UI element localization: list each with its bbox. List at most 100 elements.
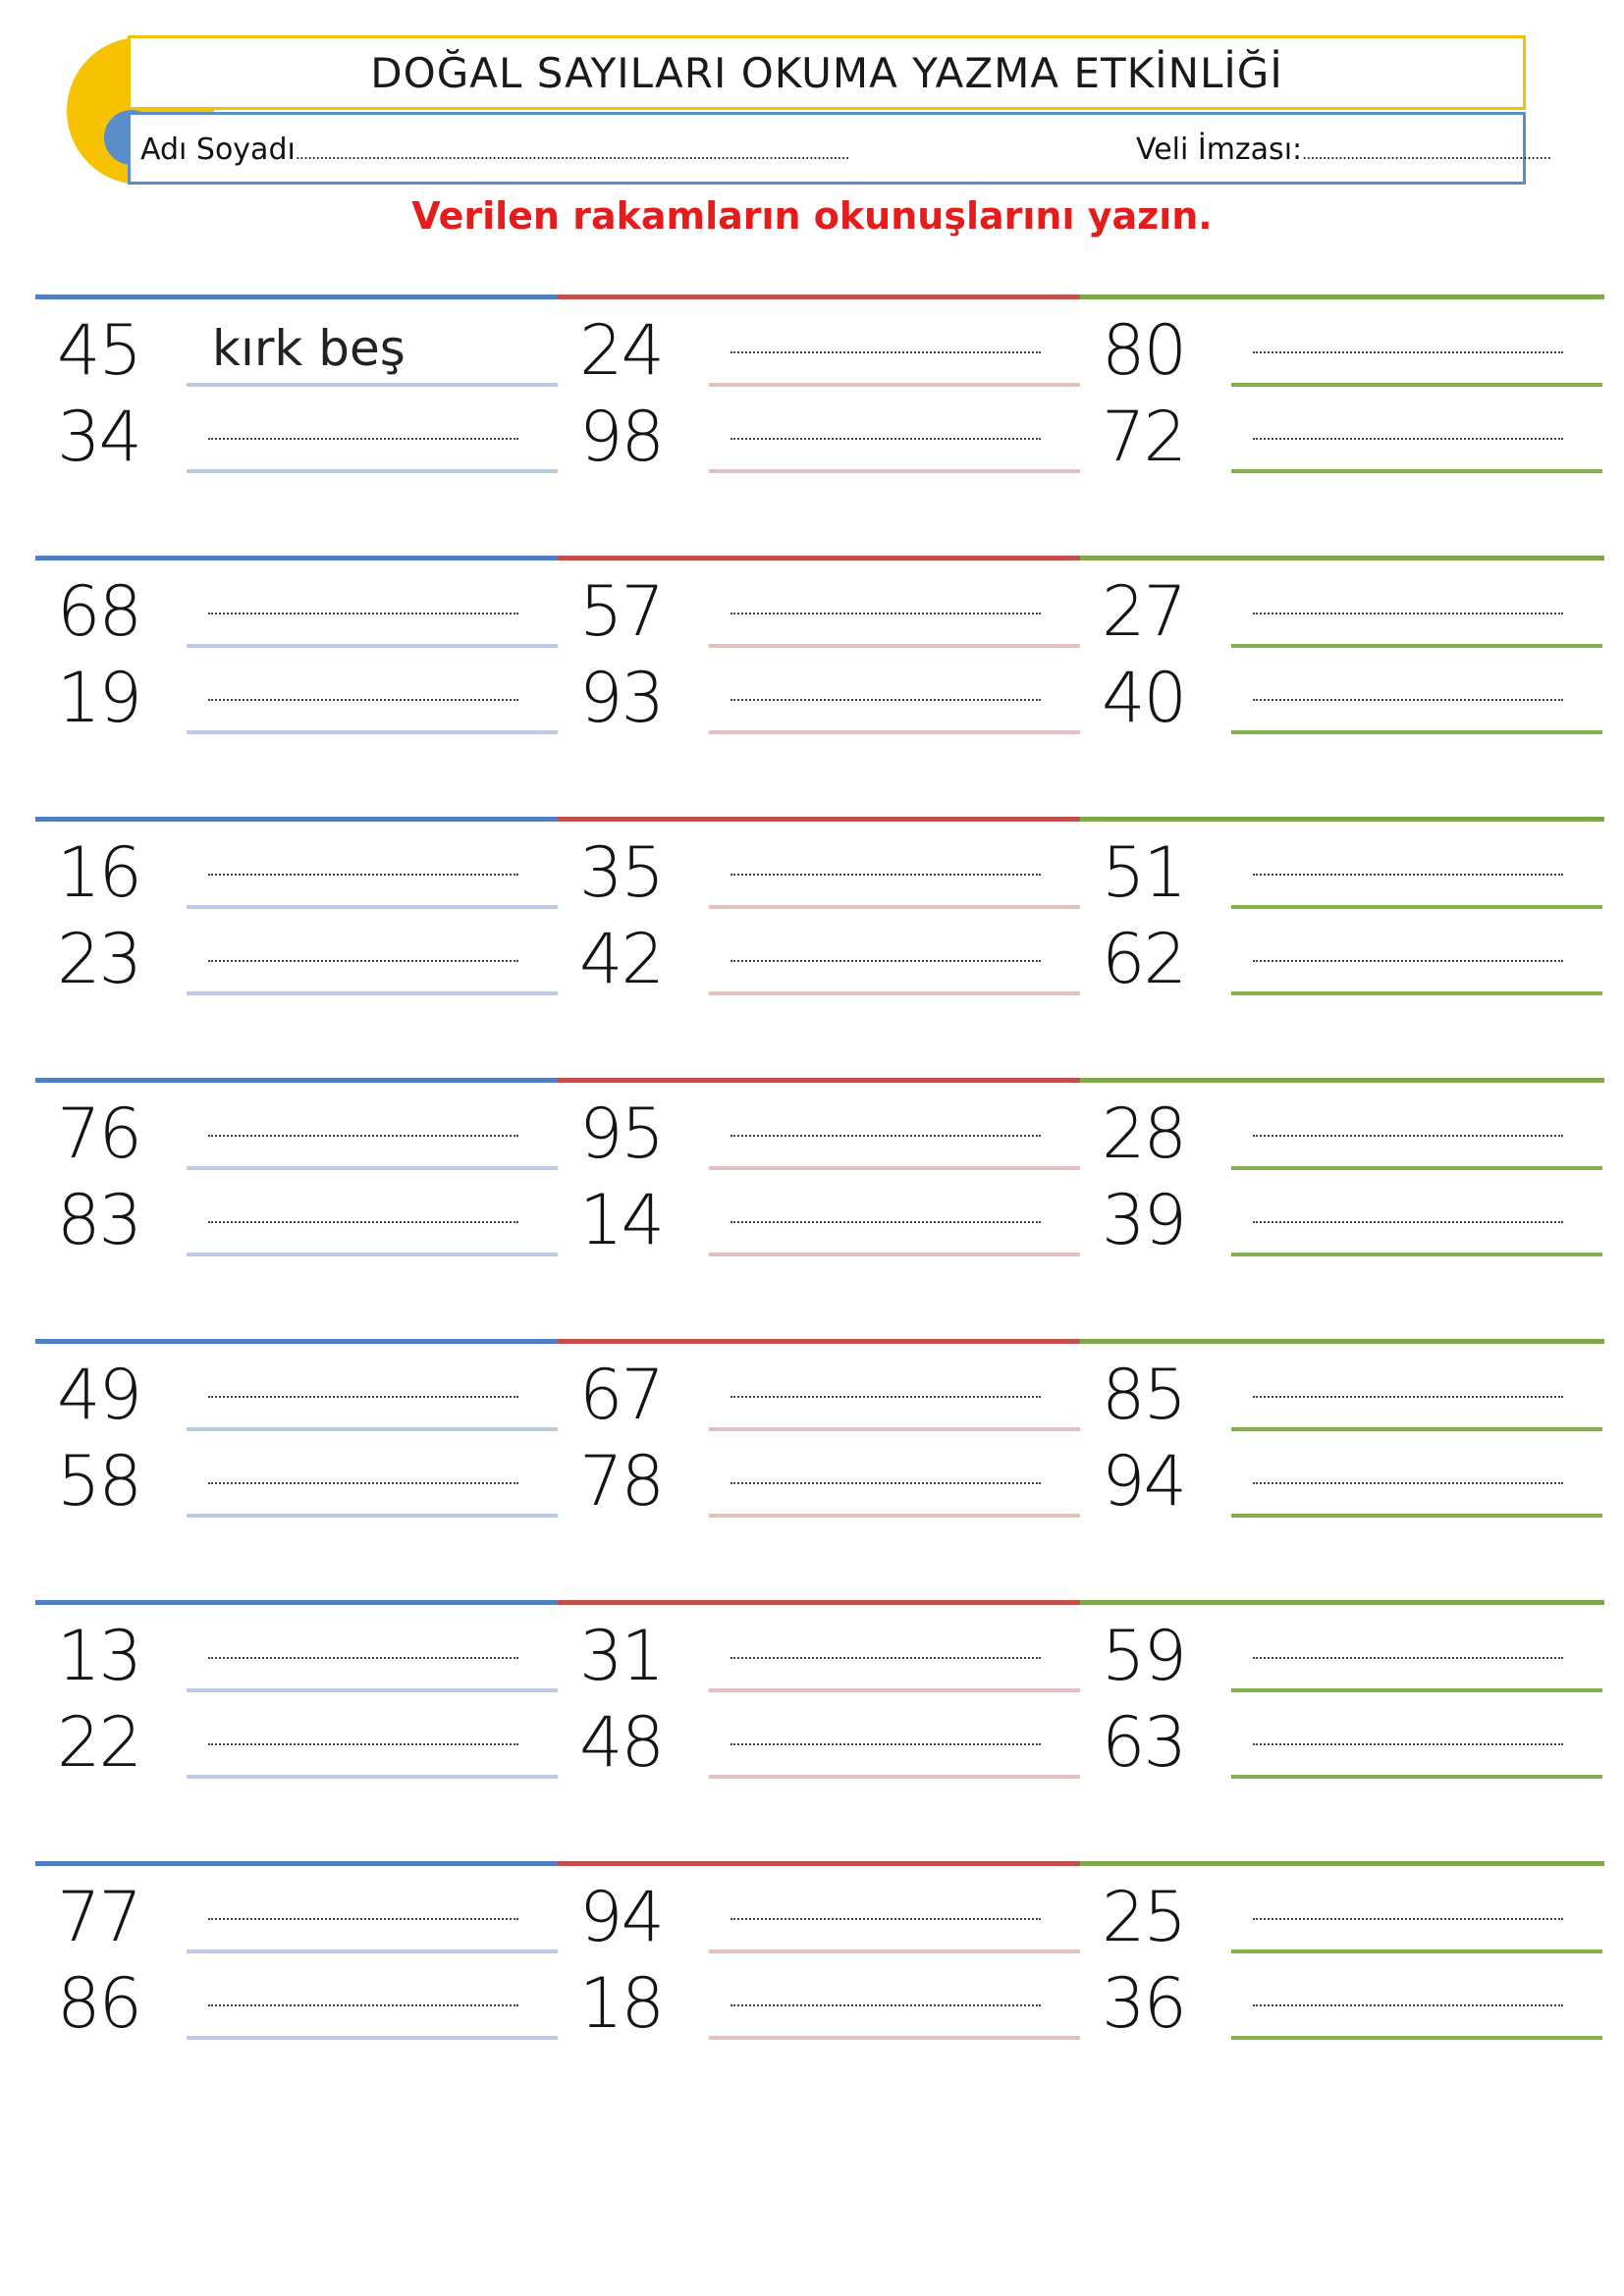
answer-dotted-line[interactable]	[731, 1918, 1041, 1920]
answer-dotted-line[interactable]	[208, 1657, 518, 1659]
answer-dotted-line[interactable]	[1253, 1918, 1563, 1920]
student-info-bar: Adı Soyadı..............................…	[128, 112, 1551, 185]
answer-dotted-line[interactable]	[1253, 699, 1563, 701]
answer-dotted-line[interactable]	[731, 351, 1041, 353]
column-divider-bar	[35, 1600, 558, 1605]
exercise-item: 35	[558, 823, 1080, 913]
answer-dotted-line[interactable]	[1253, 2004, 1563, 2006]
exercise-item: 27	[1080, 561, 1602, 652]
answer-underline	[187, 644, 558, 648]
exercise-item: 42	[558, 909, 1080, 999]
exercise-item: 93	[558, 648, 1080, 738]
number-label: 78	[579, 1441, 665, 1522]
answer-underline	[187, 1427, 558, 1431]
answer-dotted-line[interactable]	[208, 1135, 518, 1137]
exercise-item: 16	[35, 823, 558, 913]
answer-dotted-line[interactable]	[1253, 874, 1563, 876]
answer-dotted-line[interactable]	[731, 2004, 1041, 2006]
column-divider-bar	[35, 1339, 558, 1344]
answer-underline	[187, 1949, 558, 1953]
column-divider-bar	[1080, 817, 1604, 822]
answer-dotted-line[interactable]	[208, 1221, 518, 1223]
exercise-item: 40	[1080, 648, 1602, 738]
answer-underline	[187, 1166, 558, 1170]
exercise-item: 67	[558, 1345, 1080, 1435]
answer-dotted-line[interactable]	[731, 874, 1041, 876]
exercise-item: 28	[1080, 1084, 1602, 1174]
number-label: 45	[57, 310, 142, 391]
answer-dotted-line[interactable]	[208, 699, 518, 701]
exercise-item: 86	[35, 1953, 558, 2044]
answer-dotted-line[interactable]	[1253, 1221, 1563, 1223]
answer-underline	[1231, 2036, 1602, 2040]
answer-dotted-line[interactable]	[731, 613, 1041, 614]
answer-dotted-line[interactable]	[731, 1135, 1041, 1137]
number-label: 13	[57, 1616, 142, 1696]
answer-underline	[187, 2036, 558, 2040]
answer-dotted-line[interactable]	[731, 1221, 1041, 1223]
answer-dotted-line[interactable]	[208, 1918, 518, 1920]
exercise-item: 23	[35, 909, 558, 999]
column-divider-bar	[35, 556, 558, 561]
exercise-group: 77 86 94 18 25 36	[35, 1861, 1606, 2057]
exercise-item: 68	[35, 561, 558, 652]
answer-underline	[709, 730, 1080, 734]
answer-dotted-line[interactable]	[731, 1482, 1041, 1484]
answer-dotted-line[interactable]	[208, 960, 518, 962]
exercise-item: 24	[558, 300, 1080, 391]
number-label: 58	[57, 1441, 142, 1522]
answer-dotted-line[interactable]	[1253, 613, 1563, 614]
answer-text[interactable]: kırk beş	[212, 320, 406, 377]
number-label: 28	[1102, 1094, 1187, 1174]
column-divider-bar	[1080, 294, 1604, 299]
number-label: 51	[1102, 832, 1187, 913]
name-field[interactable]: Adı Soyadı..............................…	[140, 133, 850, 167]
answer-dotted-line[interactable]	[1253, 1135, 1563, 1137]
answer-dotted-line[interactable]	[1253, 1743, 1563, 1745]
answer-dotted-line[interactable]	[1253, 351, 1563, 353]
number-label: 59	[1102, 1616, 1187, 1696]
exercise-item: 18	[558, 1953, 1080, 2044]
answer-dotted-line[interactable]	[731, 1657, 1041, 1659]
answer-dotted-line[interactable]	[1253, 1657, 1563, 1659]
page-title: DOĞAL SAYILARI OKUMA YAZMA ETKİNLİĞİ	[370, 48, 1283, 97]
signature-dotted-line: ........................................…	[1302, 144, 1551, 163]
answer-dotted-line[interactable]	[208, 874, 518, 876]
number-label: 22	[57, 1702, 142, 1783]
answer-dotted-line[interactable]	[208, 2004, 518, 2006]
answer-dotted-line[interactable]	[731, 960, 1041, 962]
column-divider-bar	[35, 1861, 558, 1866]
answer-dotted-line[interactable]	[1253, 960, 1563, 962]
column-divider-bar	[1080, 1078, 1604, 1083]
answer-dotted-line[interactable]	[1253, 1482, 1563, 1484]
signature-field[interactable]: Veli İmzası:............................…	[1136, 133, 1551, 167]
number-label: 48	[579, 1702, 665, 1783]
number-label: 62	[1102, 919, 1187, 999]
exercise-item: 80	[1080, 300, 1602, 391]
answer-dotted-line[interactable]	[208, 1482, 518, 1484]
answer-dotted-line[interactable]	[208, 438, 518, 440]
exercise-item: 95	[558, 1084, 1080, 1174]
answer-underline	[187, 991, 558, 995]
answer-dotted-line[interactable]	[208, 1743, 518, 1745]
answer-underline	[1231, 644, 1602, 648]
answer-dotted-line[interactable]	[208, 1396, 518, 1398]
answer-dotted-line[interactable]	[731, 438, 1041, 440]
answer-dotted-line[interactable]	[731, 1396, 1041, 1398]
number-label: 95	[579, 1094, 665, 1174]
answer-underline	[709, 1427, 1080, 1431]
exercise-group: 49 58 67 78 85 94	[35, 1339, 1606, 1535]
exercise-item: 13	[35, 1606, 558, 1696]
answer-dotted-line[interactable]	[731, 699, 1041, 701]
answer-dotted-line[interactable]	[1253, 438, 1563, 440]
answer-underline	[187, 383, 558, 387]
answer-underline	[709, 2036, 1080, 2040]
answer-dotted-line[interactable]	[731, 1743, 1041, 1745]
answer-underline	[1231, 991, 1602, 995]
answer-underline	[1231, 1949, 1602, 1953]
column-divider-bar	[558, 1861, 1080, 1866]
exercise-group: 68 19 57 93 27 40	[35, 556, 1606, 752]
answer-underline	[187, 1253, 558, 1256]
answer-dotted-line[interactable]	[1253, 1396, 1563, 1398]
answer-dotted-line[interactable]	[208, 613, 518, 614]
